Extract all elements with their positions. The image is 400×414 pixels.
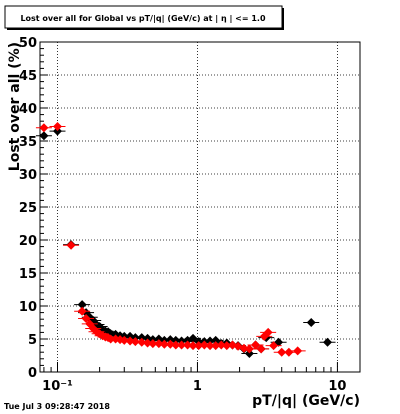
data-point [165,335,175,345]
data-point [77,300,87,310]
data-point [256,344,266,354]
y-tick-label-5: 25 [19,201,37,216]
data-point [244,344,254,354]
data-point [119,335,129,345]
data-point [222,341,232,351]
x-tick-label-1: 1 [193,379,202,394]
y-tick-label-9: 45 [19,69,37,84]
data-point [137,333,147,343]
grid-layer [40,42,360,372]
marker-layer [35,121,336,359]
data-point [306,318,316,327]
y-tick-label-1: 5 [28,333,37,348]
data-point [239,343,249,353]
data-point [293,346,303,356]
data-point [263,327,273,337]
data-point [77,306,87,316]
data-point [52,121,62,131]
data-point [284,347,294,357]
data-point [66,240,76,250]
y-tick-label-3: 15 [19,267,37,282]
timestamp: Tue Jul 3 09:28:47 2018 [4,402,110,411]
data-point [269,341,279,351]
y-tick-label-2: 10 [19,300,37,315]
y-tick-label-10: 50 [19,36,37,51]
data-point [194,341,204,351]
x-axis-label: pT/|q| (GeV/c) [252,393,360,409]
data-point [205,336,215,346]
data-point [244,349,254,359]
data-point [154,339,164,349]
y-axis-label: Lost over all (%) [7,42,23,171]
data-point [251,340,261,350]
data-point [39,131,49,141]
data-point [143,338,153,348]
data-point [171,335,181,345]
data-point [183,340,193,350]
y-tick-label-7: 35 [19,135,37,150]
title-box-shadow-bottom [7,28,284,30]
y-tick-label-4: 20 [19,234,37,249]
data-point [137,337,147,347]
series-1 [35,121,306,357]
y-tick-label-8: 40 [19,102,37,117]
x-tick-label-0: 10⁻¹ [42,379,73,394]
data-point [323,337,333,347]
x-tick-label-2: 10 [328,379,346,394]
data-point [165,339,175,349]
data-point [199,340,209,350]
data-point [211,341,221,351]
data-point [216,340,226,350]
title-box-shadow-right [282,8,284,30]
y-tick-label-6: 30 [19,168,37,183]
data-point [125,336,135,346]
chart-title: Lost over all for Global vs pT/|q| (GeV/… [20,14,266,23]
data-point [130,337,140,347]
axis-layer: 0 5 10 15 20 25 30 35 40 45 50 10⁻¹ 1 10 [19,36,347,394]
data-point [39,123,49,133]
y-tick-label-0: 0 [28,366,37,381]
data-point [52,126,62,136]
